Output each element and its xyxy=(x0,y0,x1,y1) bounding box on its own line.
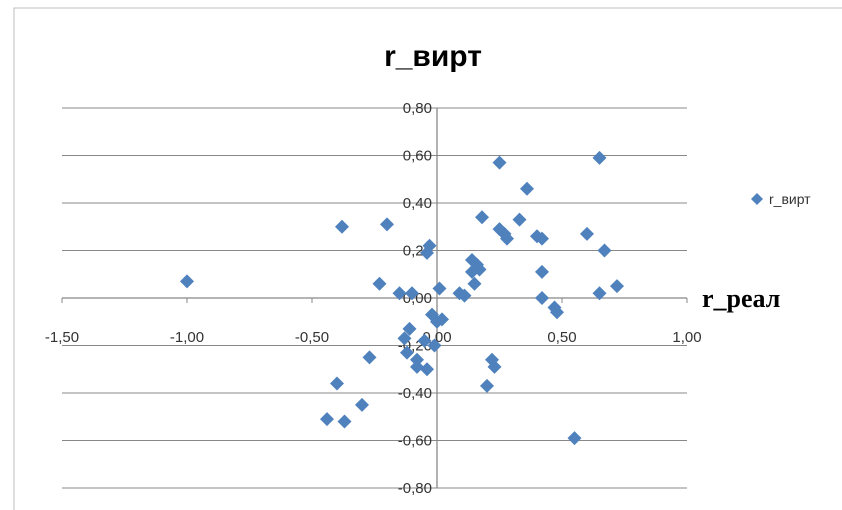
data-point xyxy=(512,212,527,227)
data-point xyxy=(580,226,594,241)
x-tick-label: 1,00 xyxy=(672,329,701,346)
y-tick-label: -0,80 xyxy=(398,480,432,497)
y-tick-label: 0,60 xyxy=(403,148,432,165)
data-point xyxy=(597,243,612,258)
data-point xyxy=(417,333,432,348)
data-point xyxy=(550,305,564,320)
chart-border xyxy=(13,7,842,510)
data-point xyxy=(410,359,424,374)
data-point xyxy=(355,397,369,412)
x-tick-label: 0,50 xyxy=(547,329,576,346)
data-point xyxy=(392,286,407,301)
y-tick-label: -0,60 xyxy=(398,433,432,450)
data-point xyxy=(457,288,472,303)
chart-title: r_вирт xyxy=(384,40,482,73)
data-point xyxy=(380,217,394,232)
data-point xyxy=(592,286,607,301)
data-point xyxy=(335,219,349,234)
data-point xyxy=(567,431,582,446)
data-point xyxy=(432,281,447,296)
data-point xyxy=(535,264,549,279)
data-point xyxy=(492,155,507,170)
data-point xyxy=(472,262,487,277)
y-tick-label: 0,80 xyxy=(403,100,432,117)
data-point xyxy=(487,359,502,374)
x-tick-label: -1,50 xyxy=(45,329,79,346)
x-tick-label: -1,00 xyxy=(170,329,204,346)
data-point xyxy=(337,414,352,429)
y-tick-label: -0,40 xyxy=(398,385,432,402)
legend-label: r_вирт xyxy=(769,191,811,207)
x-tick-labels: -1,50 -1,00 -0,50 0,00 0,50 1,00 xyxy=(45,329,702,346)
data-point xyxy=(400,345,414,360)
data-points xyxy=(180,150,624,446)
data-point xyxy=(397,331,412,346)
data-point xyxy=(535,231,549,246)
data-point xyxy=(467,276,482,291)
y-tick-label: 0,40 xyxy=(403,195,432,212)
data-point xyxy=(475,210,489,225)
data-point xyxy=(592,150,607,165)
grid-lines xyxy=(62,107,687,489)
data-point xyxy=(610,279,624,294)
data-point xyxy=(435,312,449,327)
data-point xyxy=(410,352,424,367)
data-point xyxy=(520,181,534,196)
data-point xyxy=(422,238,437,253)
data-point xyxy=(402,321,417,336)
data-point xyxy=(362,350,377,365)
data-point xyxy=(480,378,494,393)
data-point xyxy=(420,362,434,377)
x-tick-label: -0,50 xyxy=(295,329,329,346)
legend-marker xyxy=(751,193,763,205)
x-axis-title: r_реал xyxy=(702,284,780,313)
data-point xyxy=(535,291,549,305)
y-tick-labels: -0,80-0,60-0,40-0,200,000,200,400,600,80 xyxy=(398,100,432,497)
data-point xyxy=(427,338,442,353)
legend: r_вирт xyxy=(751,191,811,207)
data-point xyxy=(405,286,419,301)
data-point xyxy=(500,231,514,246)
data-point xyxy=(320,412,334,427)
data-point xyxy=(180,274,194,289)
data-point xyxy=(330,376,344,391)
data-point xyxy=(372,276,387,291)
